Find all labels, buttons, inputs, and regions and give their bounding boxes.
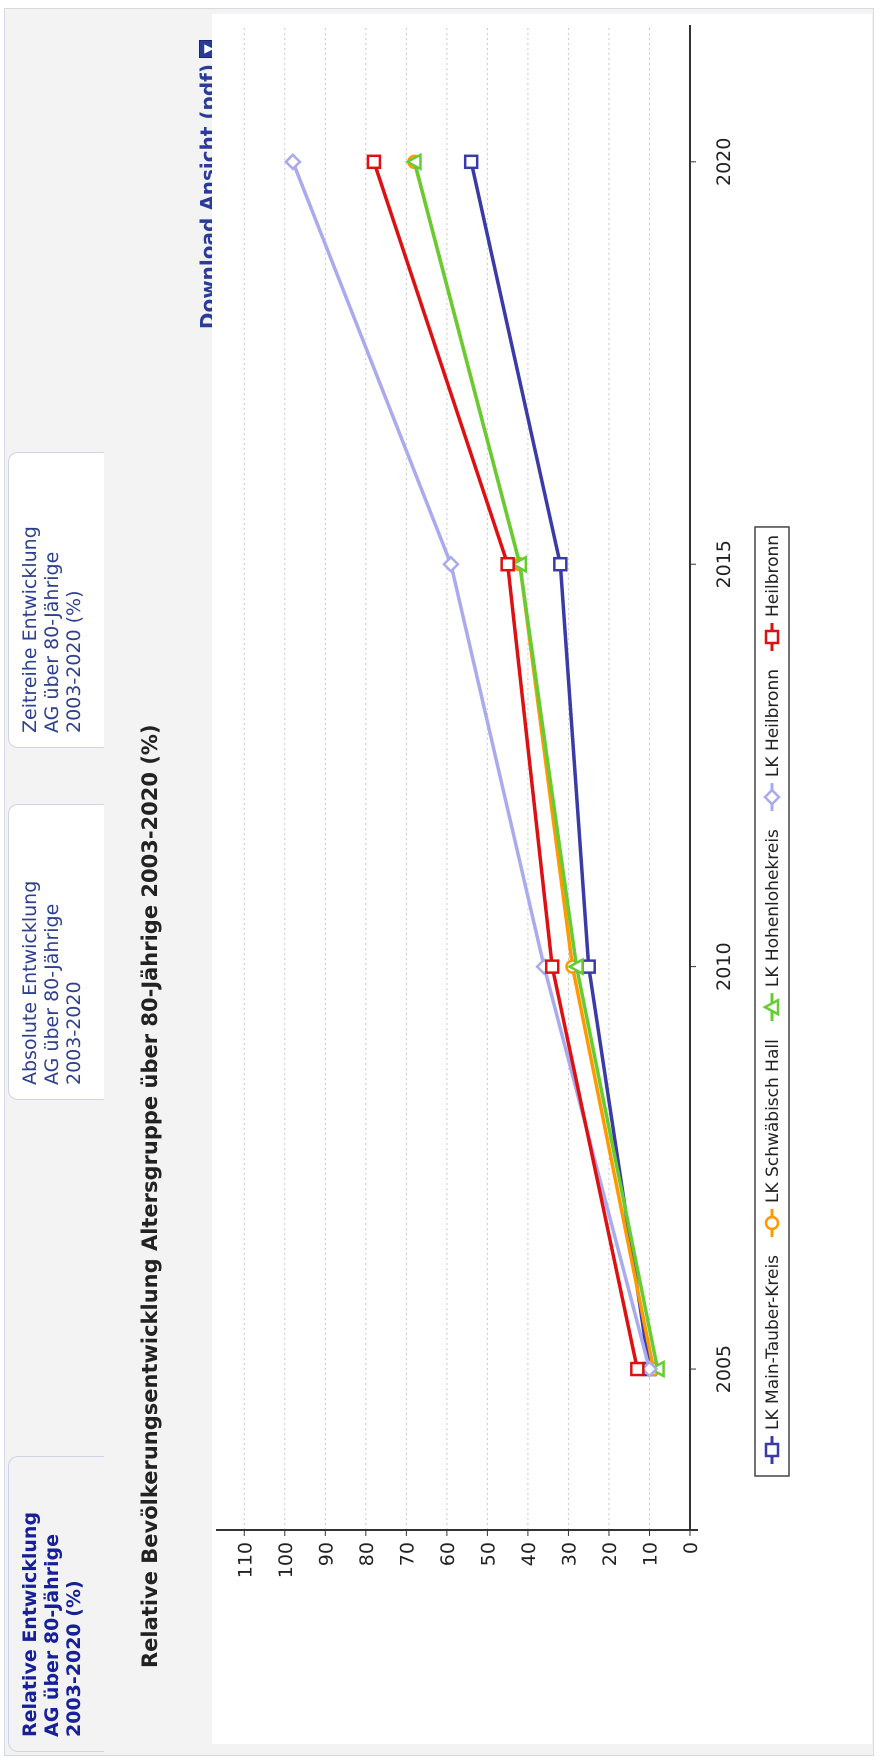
y-tick-label: 60 [437,1542,459,1566]
y-tick-label: 20 [599,1542,621,1566]
legend-anchor [755,252,765,262]
x-tick-label: 2005 [713,1345,735,1393]
data-point [442,555,460,573]
series-line [412,161,656,1370]
y-tick-label: 100 [275,1542,297,1578]
data-point [544,959,560,974]
legend-marker [762,998,780,1017]
legend-marker [764,629,780,645]
y-tick-label: 40 [518,1542,540,1566]
data-point [630,1361,645,1377]
legend-label: LK Hohenlohekreis [763,829,783,987]
y-tick-label: 50 [477,1542,499,1566]
data-point [366,154,382,170]
data-point [510,555,528,574]
data-point [553,556,568,572]
legend-label: LK Heilbronn [763,669,783,777]
data-point [284,153,302,171]
y-tick-label: 30 [558,1542,580,1566]
series-line [469,161,652,1370]
data-point [640,1360,659,1378]
series-line [372,161,640,1370]
data-point [404,152,422,171]
y-tick-label: 80 [356,1542,378,1566]
data-point [500,556,515,572]
x-tick-label: 2015 [713,540,735,588]
y-tick-label: 110 [234,1542,256,1578]
y-tick-label: 70 [396,1542,418,1566]
legend-marker [764,1215,780,1231]
legend-label: LK Schwäbisch Hall [763,1039,783,1203]
legend-label: LK Main-Tauber-Kreis [763,1255,783,1430]
legend-label: Heilbronn [763,535,783,617]
x-tick-label: 2020 [713,138,735,186]
y-tick-label: 90 [315,1542,337,1566]
data-point [463,154,479,170]
series-line [412,161,660,1370]
series-line [291,161,652,1370]
y-tick-label: 10 [639,1542,661,1566]
y-tick-label: 0 [680,1542,702,1554]
x-tick-label: 2010 [713,942,735,990]
data-point [566,957,584,976]
legend-marker [764,1442,780,1458]
data-point [581,959,596,974]
legend-marker [763,788,781,806]
